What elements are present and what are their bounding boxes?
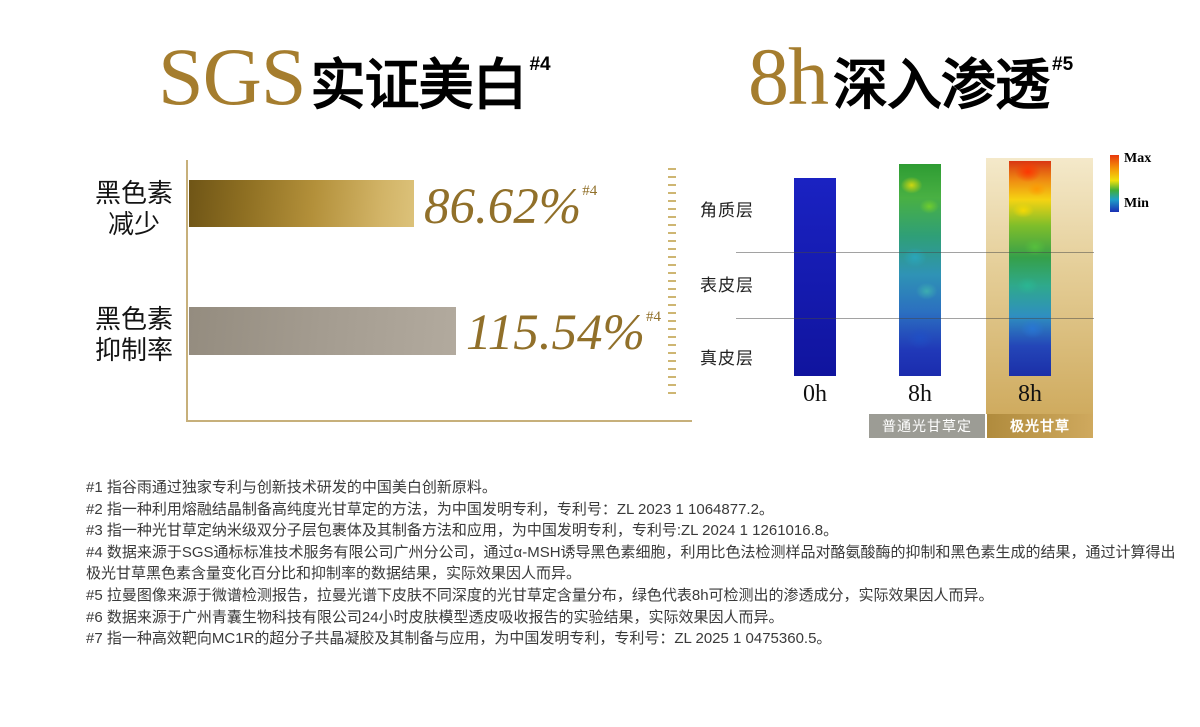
heatmap-column-8h-aurora xyxy=(1009,161,1051,376)
footnote-5: #5 拉曼图像来源于微谱检测报告，拉曼光谱下皮肤不同深度的光甘草定含量分布，绿色… xyxy=(86,586,994,604)
value-footnote-ref: #4 xyxy=(582,183,598,199)
layer-label-stratum-corneum: 角质层 xyxy=(700,201,754,220)
x-axis-line xyxy=(186,420,692,422)
time-label-8h-aurora: 8h xyxy=(1018,381,1042,407)
y-axis-line xyxy=(186,160,188,422)
bar-melanin-reduction xyxy=(189,180,414,227)
left-section-title: SGS 实证美白 #4 xyxy=(158,36,551,118)
bar-label-melanin-reduction: 黑色素 减少 xyxy=(84,178,184,240)
layer-label-dermis: 真皮层 xyxy=(700,349,754,368)
badge-ordinary-glabridin: 普通光甘草定 xyxy=(869,414,985,438)
footnote-6: #6 数据来源于广州青囊生物科技有限公司24小时皮肤模型透皮吸收报告的实验结果，… xyxy=(86,608,784,626)
footnote-1: #1 指谷雨通过独家专利与创新技术研发的中国美白创新原料。 xyxy=(86,479,497,496)
value-text: 86.62% xyxy=(424,179,582,235)
legend-max-label: Max xyxy=(1124,151,1152,166)
bar-label-line1: 黑色素 xyxy=(94,178,173,208)
title-footnote-ref-4: #4 xyxy=(529,54,551,75)
footnote-2: #2 指一种利用熔融结晶制备高纯度光甘草定的方法，为中国发明专利，专利号：ZL … xyxy=(86,500,774,518)
footnote-3: #3 指一种光甘草定纳米级双分子层包裹体及其制备方法和应用，为中国发明专利，专利… xyxy=(86,522,839,540)
bar-label-line1: 黑色素 xyxy=(94,304,173,334)
legend-colorbar xyxy=(1110,155,1119,212)
bar-melanin-inhibition xyxy=(189,307,456,355)
right-section-title: 8h 深入渗透 #5 xyxy=(748,36,1073,118)
badge-aurora-licorice: 极光甘草 xyxy=(987,414,1093,438)
bar-label-line2: 抑制率 xyxy=(94,335,173,365)
heatmap-column-0h xyxy=(794,178,836,376)
value-text: 115.54% xyxy=(466,305,645,361)
time-label-8h-ordinary: 8h xyxy=(908,381,932,407)
value-melanin-inhibition: 115.54%#4 xyxy=(466,308,661,359)
title-footnote-ref-5: #5 xyxy=(1052,54,1074,75)
footnote-7: #7 指一种高效靶向MC1R的超分子共晶凝胶及其制备与应用，为中国发明专利，专利… xyxy=(86,630,832,648)
title-penetration-text: 深入渗透 xyxy=(833,54,1050,116)
depth-ruler xyxy=(668,168,676,400)
bar-label-melanin-inhibition: 黑色素 抑制率 xyxy=(84,304,184,366)
layer-divider-2 xyxy=(736,318,1094,319)
time-label-0h: 0h xyxy=(803,381,827,407)
value-footnote-ref: #4 xyxy=(645,309,661,325)
value-melanin-reduction: 86.62%#4 xyxy=(424,182,597,233)
footnotes-block: #1 指谷雨通过独家专利与创新技术研发的中国美白创新原料。 #2 指一种利用熔融… xyxy=(86,477,1185,650)
heatmap-column-8h-ordinary xyxy=(899,164,941,376)
footnote-4: #4 数据来源于SGS通标标准技术服务有限公司广州分公司，通过α-MSH诱导黑色… xyxy=(86,543,1176,583)
bar-label-line2: 减少 xyxy=(107,209,160,239)
legend-min-label: Min xyxy=(1124,196,1149,211)
layer-divider-1 xyxy=(736,252,1094,253)
title-8h-text: 8h xyxy=(748,31,829,122)
title-whitening-text: 实证美白 xyxy=(310,54,527,116)
layer-label-epidermis: 表皮层 xyxy=(700,276,754,295)
title-sgs-text: SGS xyxy=(158,31,306,122)
